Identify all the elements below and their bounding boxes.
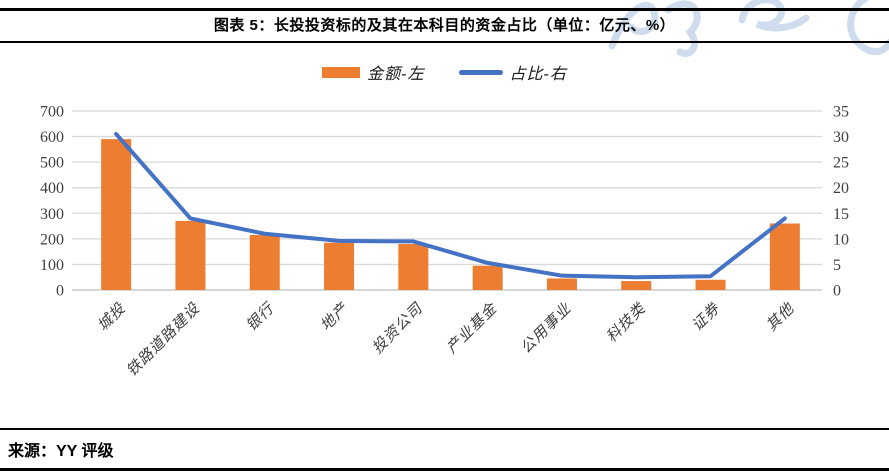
right-axis-tick-label: 30 <box>833 129 849 146</box>
source-divider-rule <box>0 428 889 430</box>
left-axis-tick-label: 500 <box>40 155 64 172</box>
right-axis-tick-label: 25 <box>833 155 849 172</box>
top-rule <box>0 8 889 11</box>
title-divider-rule <box>0 41 889 43</box>
chart-legend: 金额-左 占比-右 <box>0 60 889 84</box>
category-label-公用事业: 公用事业 <box>517 299 575 357</box>
figure-title: 图表 5：长投投资标的及其在本科目的资金占比（单位：亿元、%） <box>213 17 676 34</box>
bar-银行 <box>249 235 280 290</box>
category-label-其他: 其他 <box>762 298 798 334</box>
right-axis-tick-label: 15 <box>833 206 849 223</box>
legend-item-share: 占比-右 <box>458 60 567 84</box>
right-axis-tick-label: 35 <box>833 104 849 121</box>
right-axis-tick-label: 10 <box>833 231 849 248</box>
bottom-rule <box>0 468 889 471</box>
category-label-证券: 证券 <box>688 299 723 334</box>
left-axis-tick-label: 600 <box>40 129 64 146</box>
bar-科技类 <box>621 281 652 290</box>
bar-产业基金 <box>472 265 503 290</box>
source-text: 来源：YY 评级 <box>8 443 114 460</box>
chart-svg: 0 100 200 300 400 500 600 700 0 5 10 15 20 25 30 35 城投铁路… <box>40 104 849 380</box>
left-axis-tick-label: 0 <box>56 283 64 300</box>
bar-投资公司 <box>398 243 429 290</box>
category-label-产业基金: 产业基金 <box>442 298 501 357</box>
left-axis-tick-label: 300 <box>40 206 64 223</box>
category-label-科技类: 科技类 <box>602 298 649 345</box>
left-axis-tick-label: 700 <box>40 104 64 121</box>
bar-地产 <box>324 242 355 290</box>
bar-公用事业 <box>546 278 577 290</box>
category-label-铁路道路建设: 铁路道路建设 <box>123 298 204 379</box>
left-axis-tick-label: 100 <box>40 257 64 274</box>
right-axis-tick-label: 20 <box>833 180 849 197</box>
category-label-投资公司: 投资公司 <box>368 298 427 357</box>
share-line-series <box>114 132 787 280</box>
legend-label-share: 占比-右 <box>509 64 567 83</box>
bar-证券 <box>695 279 726 290</box>
line-series-swatch-icon <box>458 69 503 75</box>
bar-铁路道路建设 <box>175 220 206 290</box>
right-axis-tick-label: 5 <box>833 257 841 274</box>
right-axis-tick-label: 0 <box>833 283 841 300</box>
category-label-地产: 地产 <box>317 298 353 334</box>
category-label-城投: 城投 <box>94 298 130 334</box>
legend-item-amount: 金额-左 <box>322 60 424 84</box>
left-axis-tick-label: 400 <box>40 180 64 197</box>
watermark-script-logo <box>608 0 889 57</box>
bar-其他 <box>769 223 800 290</box>
left-axis-tick-label: 200 <box>40 231 64 248</box>
legend-label-amount: 金额-左 <box>367 64 425 83</box>
chart-area: 0 100 200 300 400 500 600 700 0 5 10 15 20 25 30 35 城投 铁路… <box>0 95 889 410</box>
bar-series-swatch-icon <box>322 66 361 78</box>
bar-城投 <box>101 139 132 290</box>
category-label-银行: 银行 <box>242 298 278 334</box>
